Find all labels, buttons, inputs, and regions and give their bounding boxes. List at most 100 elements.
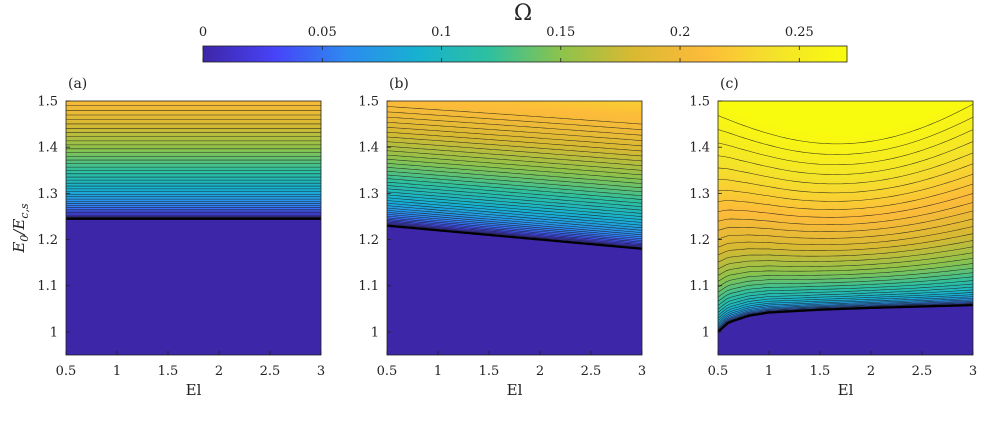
contour-line [717,294,974,321]
y-tick-label: 1.5 [689,95,710,110]
x-tick-label: 0.5 [377,364,398,379]
contour-line [717,276,974,302]
x-tick-label: 2 [215,364,223,379]
x-tick-label: 3 [317,364,325,379]
contour-line [386,111,643,131]
contour-line [717,283,974,310]
y-tick-label: 1.1 [37,279,58,294]
colorbar-tick-label: 0.05 [308,25,337,40]
colorbar-tick-label: 0.15 [546,25,575,40]
axes-frame [717,100,974,356]
contour-line [386,116,643,136]
panel-label: (b) [389,76,409,92]
contour-line [386,223,643,248]
contour-line [386,150,643,171]
contour-line [717,303,974,331]
contour-line [386,178,643,200]
panel-label: (a) [68,76,87,92]
y-tick-label: 1 [50,325,58,340]
panels: 0.5 1 1.5 2 2.5 3 1 1.1 1.2 1.3 1.4 1.5 El E0/Ec,s (a)… [10,76,977,399]
colorbar-tick-label: 0.1 [431,25,452,40]
contour-line [717,173,974,202]
x-axis-label: El [507,381,523,399]
contour-line [717,163,974,194]
contour-line [386,163,643,184]
y-tick-label: 1.2 [358,233,379,248]
contour-line [717,183,974,210]
contour-line [717,252,974,276]
axes-frame [386,100,643,356]
x-tick-label: 3 [638,364,646,379]
contour-line [386,200,643,223]
colorbar-title: Ω [514,1,532,26]
contour-line [717,152,974,185]
x-tick-label: 1.5 [810,364,831,379]
x-tick-label: 2.5 [260,364,281,379]
contour-lines [66,105,321,220]
contour-line [386,220,643,244]
axes-frame [65,100,322,356]
contour-lines [386,106,643,250]
contour-line [386,197,643,220]
contour-line [386,194,643,217]
y-tick-label: 1.3 [358,187,379,202]
colorbar: Ω 0 0.05 0.1 0.15 0.2 0.25 [199,1,848,63]
contour-line [386,170,643,193]
x-tick-label: 2.5 [581,364,602,379]
x-axis-label: El [838,381,854,399]
contour-line [717,193,974,218]
y-tick-label: 1 [371,325,379,340]
y-tick-label: 1.4 [37,141,58,156]
x-tick-label: 3 [969,364,977,379]
panel-a: 0.5 1 1.5 2 2.5 3 1 1.1 1.2 1.3 1.4 1.5 El E0/Ec,s (a) [10,76,325,399]
contour-line [386,158,643,180]
y-tick-label: 1.1 [689,279,710,294]
y-tick-label: 1.5 [37,95,58,110]
colorbar-bar [202,45,848,63]
contour-line [717,258,974,282]
contour-line [717,226,974,248]
contour-line [717,292,974,319]
contour-line [386,212,643,236]
panel-c: 0.5 1 1.5 2 2.5 3 1 1.1 1.2 1.3 1.4 1.5 El (c) [689,76,977,399]
contour-line [386,181,643,204]
contour-line [386,174,643,197]
y-tick-label: 1.3 [37,187,58,202]
contour-line [717,300,974,328]
contour-line [386,121,643,141]
x-tick-label: 2 [536,364,544,379]
x-tick-label: 1.5 [158,364,179,379]
x-tick-label: 1 [434,364,442,379]
contour-line [717,240,974,263]
contour-line [386,188,643,211]
y-tick-label: 1.4 [358,141,379,156]
contour-line [717,263,974,288]
contour-line [717,103,974,145]
contour-line [386,217,643,241]
contour-line [386,185,643,208]
contour-line [717,141,974,175]
contour-line [717,246,974,270]
panel-b: 0.5 1 1.5 2 2.5 3 1 1.1 1.2 1.3 1.4 1.5 El (b) [358,76,646,399]
contour-line [386,106,643,125]
x-tick-label: 0.5 [56,364,77,379]
x-tick-label: 0.5 [708,364,729,379]
contour-line [717,116,974,155]
contour-line [717,296,974,324]
contour-line [717,233,974,256]
x-tick-label: 2 [867,364,875,379]
contour-line [717,129,974,166]
contour-line [386,131,643,152]
contour-line [717,298,974,325]
y-tick-label: 1.1 [358,279,379,294]
contour-line [386,191,643,214]
contour-line [386,209,643,233]
heatmap [387,101,642,355]
x-tick-label: 1.5 [479,364,500,379]
x-axis-label: El [186,381,202,399]
contour-line [717,286,974,313]
contour-line [717,301,974,329]
contour-line [717,299,974,327]
colorbar-tick-label: 0 [199,25,207,40]
